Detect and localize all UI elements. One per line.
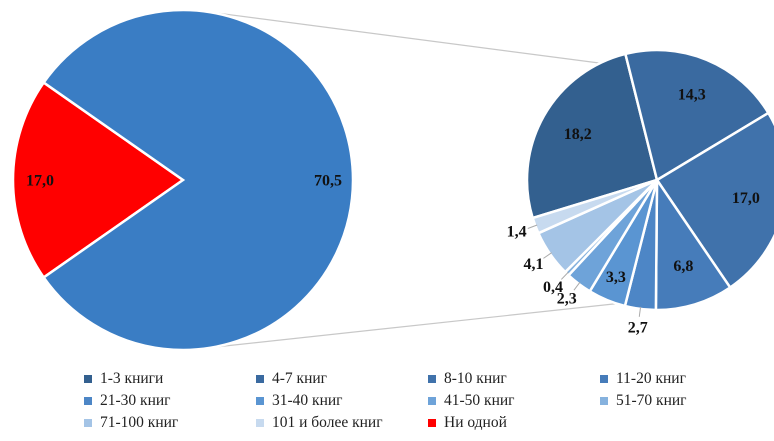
legend-swatch (600, 396, 608, 405)
legend-item: 41-50 книг (428, 390, 600, 411)
main-pie (11, 8, 355, 352)
legend-label: Ни одной (444, 413, 507, 431)
secondary-pie-slice-1 (623, 48, 771, 182)
legend-swatch (428, 374, 436, 383)
legend-item: 31-40 книг (256, 390, 428, 411)
legend-label: 41-50 книг (444, 391, 515, 409)
legend-item: 4-7 книг (256, 368, 428, 389)
leader-line-7 (560, 271, 569, 280)
legend-item: 51-70 книг (600, 390, 744, 411)
data-label-sub-3: 6,8 (673, 258, 693, 275)
legend-label: 1-3 книги (100, 369, 164, 387)
data-labels: 17,0 70,5 18,2 14,3 17,0 6,8 2,7 3,3 2,30,4 4,1 1,… (26, 87, 760, 337)
data-label-sub-9: 1,4 (507, 223, 527, 240)
legend-swatch (428, 418, 436, 427)
secondary-pie-slice-3 (654, 175, 732, 312)
legend-swatch (256, 418, 264, 427)
legend-swatch (256, 374, 264, 383)
legend-label: 31-40 книг (272, 391, 343, 409)
legend-item: 101 и более книг (256, 412, 428, 433)
leader-line-9 (527, 224, 538, 229)
legend-item: Ни одной (428, 412, 600, 433)
data-label-sub-0: 18,2 (564, 126, 592, 143)
data-label-sub-7: 0,4 (543, 279, 563, 296)
main-pie-slice-none (11, 80, 186, 280)
data-label-sub-8: 4,1 (524, 256, 544, 273)
data-label-sub-2: 17,0 (732, 190, 760, 207)
data-label-other: 70,5 (314, 173, 342, 190)
legend-item: 21-30 книг (84, 390, 256, 411)
data-label-none: 17,0 (26, 173, 54, 190)
legend-label: 21-30 книг (100, 391, 171, 409)
connector-lines (188, 10, 617, 351)
secondary-pie-slice-0 (525, 52, 659, 220)
legend-item: 8-10 книг (428, 368, 600, 389)
data-label-sub-6: 2,3 (557, 290, 577, 307)
legend-item: 1-3 книги (84, 368, 256, 389)
connector-line-1 (188, 303, 617, 351)
legend-swatch (428, 396, 436, 405)
data-label-sub-1: 14,3 (678, 87, 706, 104)
legend-swatch (256, 396, 264, 405)
legend-item: 11-20 книг (600, 368, 744, 389)
legend-item: 71-100 книг (84, 412, 256, 433)
legend-label: 4-7 книг (272, 369, 328, 387)
legend-swatch (600, 374, 608, 383)
leader-line-4 (638, 306, 642, 317)
leader-line-8 (543, 252, 552, 259)
connector-line-0 (200, 10, 601, 64)
legend-swatch (84, 374, 92, 383)
data-label-sub-5: 3,3 (606, 269, 626, 286)
main-pie-slice-other (41, 8, 355, 352)
legend-label: 51-70 книг (616, 391, 687, 409)
chart-legend: 1-3 книги 4-7 книг 8-10 книг 11-20 книг 21-3… (84, 368, 744, 433)
legend-swatch (84, 418, 92, 427)
legend-label: 101 и более книг (272, 413, 383, 431)
data-label-sub-4: 2,7 (628, 319, 648, 336)
leader-line-6 (573, 281, 581, 291)
legend-swatch (84, 396, 92, 405)
secondary-pie (525, 48, 774, 312)
secondary-pie-slice-2 (655, 111, 774, 290)
legend-label: 71-100 книг (100, 413, 179, 431)
legend-label: 8-10 книг (444, 369, 507, 387)
legend-label: 11-20 книг (616, 369, 686, 387)
